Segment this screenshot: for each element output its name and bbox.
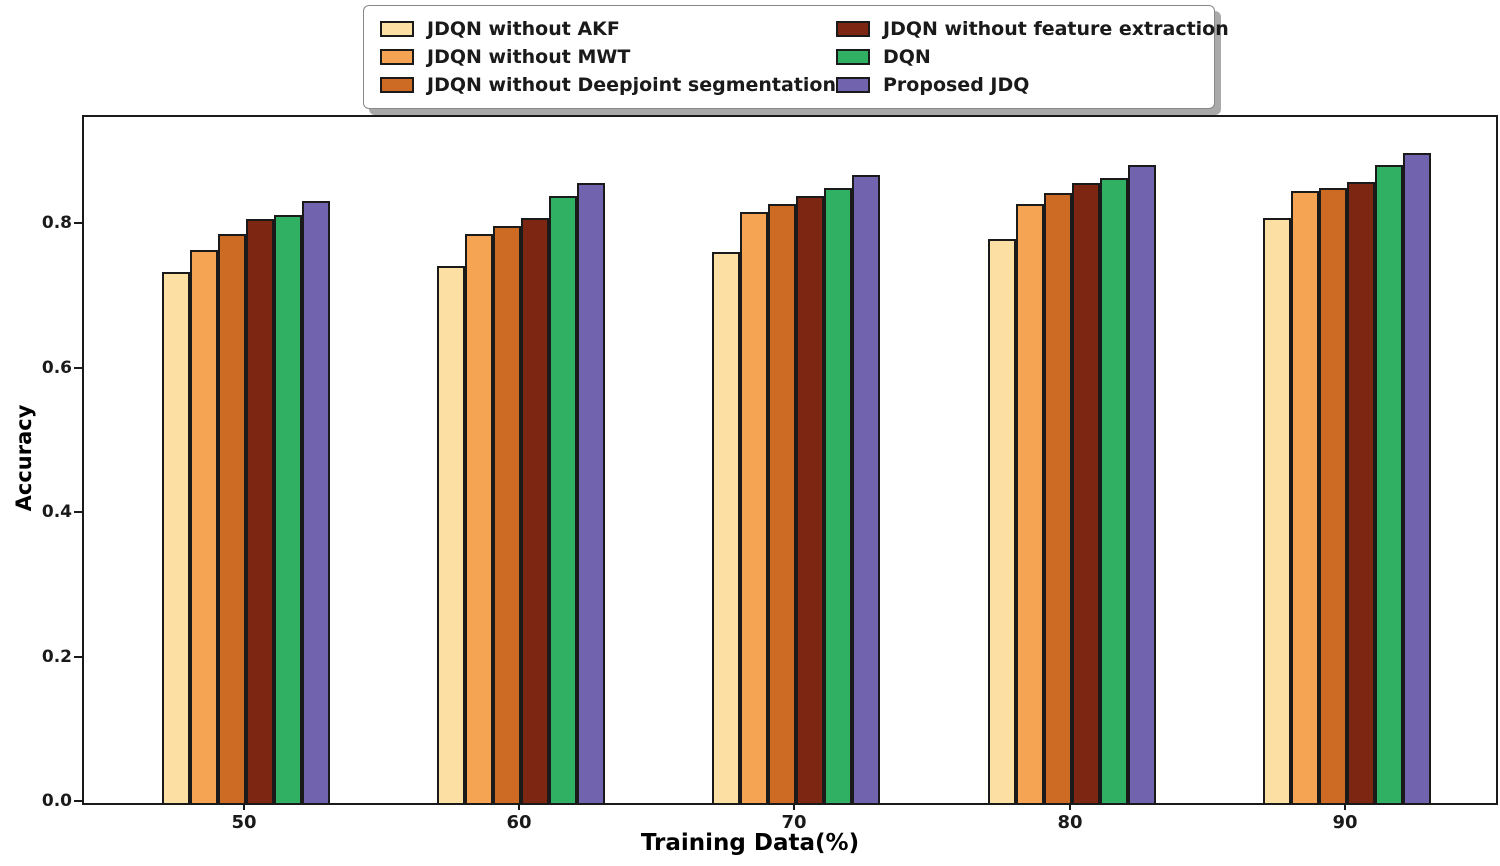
legend-item: JDQN without MWT	[380, 45, 836, 69]
x-tick-mark	[243, 803, 245, 810]
bar-90-series-5	[1403, 153, 1431, 803]
bar-90-series-1	[1291, 191, 1319, 803]
bar-60-series-4	[549, 196, 577, 803]
bar-90-series-2	[1319, 188, 1347, 803]
y-tick-label: 0.0	[41, 791, 72, 811]
bar-50-series-4	[274, 215, 302, 803]
legend-item: DQN	[836, 45, 1229, 69]
bar-70-series-2	[768, 204, 796, 803]
legend-label: Proposed JDQ	[883, 74, 1030, 96]
y-tick-mark	[74, 656, 83, 658]
y-tick-label: 0.6	[41, 358, 72, 378]
y-tick-mark	[74, 222, 83, 224]
bar-70-series-4	[824, 188, 852, 803]
bar-80-series-5	[1128, 165, 1156, 803]
y-axis-label: Accuracy	[12, 404, 36, 512]
bar-80-series-2	[1044, 193, 1072, 803]
legend-swatch-icon	[836, 77, 870, 93]
x-tick-label: 60	[506, 812, 532, 833]
bar-60-series-3	[521, 218, 549, 803]
legend-swatch-icon	[380, 21, 414, 37]
y-tick-label: 0.2	[41, 647, 72, 667]
bar-70-series-0	[712, 252, 740, 803]
y-tick-label: 0.4	[41, 502, 72, 522]
bar-80-series-3	[1072, 183, 1100, 803]
bar-50-series-5	[302, 201, 330, 803]
bar-90-series-0	[1263, 218, 1291, 803]
legend-item: JDQN without AKF	[380, 17, 836, 41]
legend-swatch-icon	[380, 77, 414, 93]
bar-60-series-0	[437, 266, 465, 803]
legend-column-2: JDQN without feature extraction DQN Propos…	[836, 15, 1229, 99]
x-tick-label: 90	[1332, 812, 1358, 833]
bar-50-series-3	[246, 219, 274, 803]
plot-area	[82, 115, 1498, 805]
x-tick-mark	[518, 803, 520, 810]
bar-50-series-1	[190, 250, 218, 803]
bar-50-series-2	[218, 234, 246, 803]
legend-label: JDQN without MWT	[427, 46, 631, 68]
legend-swatch-icon	[836, 49, 870, 65]
x-tick-label: 70	[781, 812, 807, 833]
legend-item: Proposed JDQ	[836, 73, 1229, 97]
legend-label: JDQN without AKF	[427, 18, 620, 40]
y-tick-mark	[74, 367, 83, 369]
bar-90-series-3	[1347, 182, 1375, 803]
bar-60-series-2	[493, 226, 521, 803]
x-tick-mark	[1069, 803, 1071, 810]
legend-label: JDQN without feature extraction	[883, 18, 1229, 40]
bar-80-series-0	[988, 239, 1016, 803]
bar-70-series-3	[796, 196, 824, 803]
y-tick-mark	[74, 511, 83, 513]
bar-60-series-1	[465, 234, 493, 803]
legend-item: JDQN without feature extraction	[836, 17, 1229, 41]
bar-60-series-5	[577, 183, 605, 803]
x-tick-mark	[1344, 803, 1346, 810]
legend-swatch-icon	[836, 21, 870, 37]
bar-90-series-4	[1375, 165, 1403, 803]
chart-legend: JDQN without AKF JDQN without MWT JDQN wit…	[363, 5, 1229, 109]
legend-column-1: JDQN without AKF JDQN without MWT JDQN wit…	[380, 15, 836, 99]
x-tick-mark	[793, 803, 795, 810]
x-axis-label: Training Data(%)	[640, 830, 860, 856]
bar-70-series-1	[740, 212, 768, 803]
legend-label: JDQN without Deepjoint segmentation	[427, 74, 836, 96]
bar-80-series-4	[1100, 178, 1128, 803]
bar-70-series-5	[852, 175, 880, 803]
x-tick-label: 80	[1057, 812, 1083, 833]
legend-item: JDQN without Deepjoint segmentation	[380, 73, 836, 97]
y-tick-mark	[74, 800, 83, 802]
x-tick-label: 50	[231, 812, 257, 833]
bar-50-series-0	[162, 272, 190, 803]
bar-80-series-1	[1016, 204, 1044, 803]
legend-swatch-icon	[380, 49, 414, 65]
legend-label: DQN	[883, 46, 931, 68]
y-tick-label: 0.8	[41, 213, 72, 233]
